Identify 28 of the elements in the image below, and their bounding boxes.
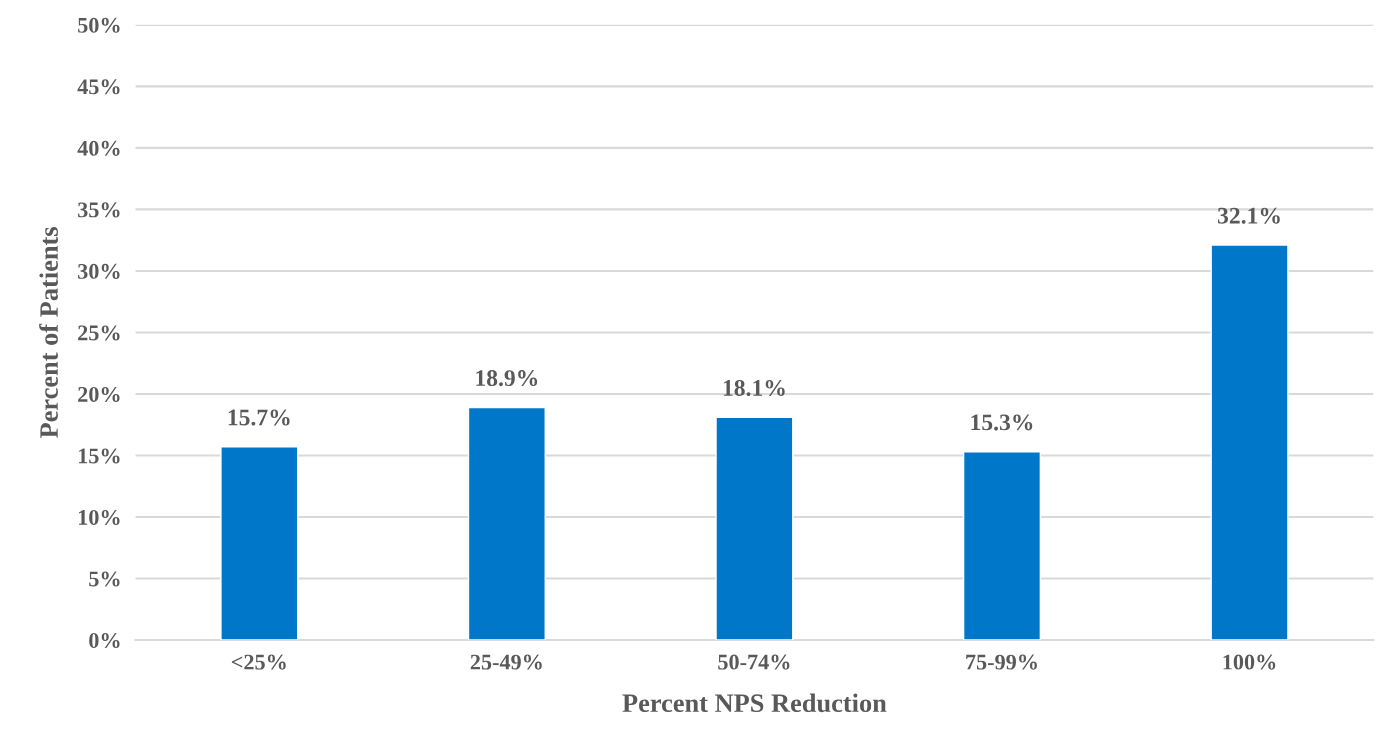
y-tick-label: 40% [77,140,120,156]
y-tick-label: 25% [78,325,120,341]
y-tick-label: 20% [78,386,120,402]
y-axis-title: Percent of Patients [39,227,58,439]
y-tick-label: 50% [78,17,120,33]
x-axis-title: Percent NPS Reduction [622,693,887,713]
bar [467,406,546,641]
data-label: 15.7% [228,409,290,426]
bar [220,446,299,641]
x-tick-label: 25-49% [470,654,542,670]
y-tick-label: 30% [78,263,120,279]
y-tick-label: 15% [78,448,120,464]
y-tick-label: 10% [78,509,120,526]
y-tick-label: 35% [78,202,120,218]
data-label: 18.1% [723,379,785,396]
y-tick-label: 45% [77,79,120,95]
data-label: 18.9% [476,370,538,387]
x-tick-label: 50-74% [718,654,790,670]
y-tick-label: 0% [89,632,120,649]
y-tick-label: 5% [89,571,120,587]
data-label: 15.3% [971,414,1033,431]
bar [715,416,794,641]
bar [1210,244,1289,641]
x-tick-label: 75-99% [966,654,1037,670]
bar [962,451,1042,641]
x-tick-label: <25% [231,654,286,670]
data-label: 32.1% [1217,207,1280,224]
x-tick-label: 100% [1223,654,1276,670]
